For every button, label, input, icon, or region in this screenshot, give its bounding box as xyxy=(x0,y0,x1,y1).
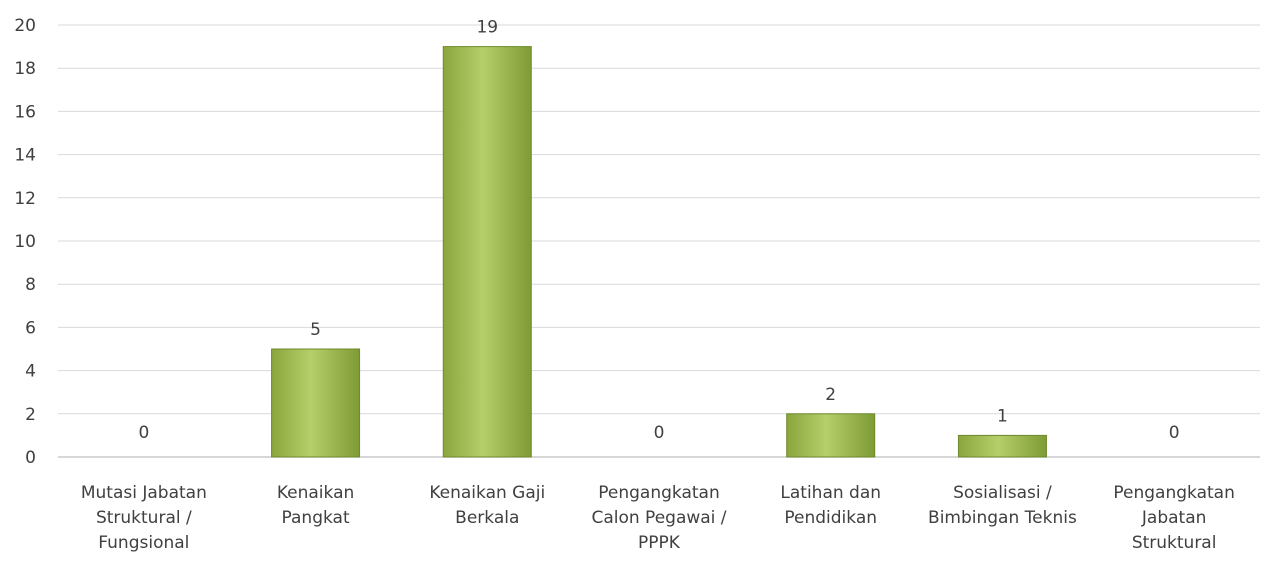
data-label: 0 xyxy=(654,423,665,443)
bar xyxy=(786,413,876,458)
x-category-label-line: Pendidikan xyxy=(784,508,877,528)
y-tick-label: 20 xyxy=(14,16,36,36)
y-axis-tick-labels: 0 2 4 6 8 10 12 14 16 18 20 xyxy=(14,16,36,468)
x-category-label: Latihan dan Pendidikan xyxy=(780,483,881,528)
y-tick-label: 18 xyxy=(14,59,36,79)
data-label: 1 xyxy=(997,406,1008,426)
x-category-label-line: Struktural xyxy=(1132,533,1217,553)
data-label: 5 xyxy=(310,320,321,340)
y-tick-label: 16 xyxy=(14,102,36,122)
bars xyxy=(271,46,1047,458)
x-category-label: Kenaikan Pangkat xyxy=(277,483,354,528)
y-tick-label: 2 xyxy=(25,405,36,425)
x-category-label: Pengangkatan Jabatan Struktural xyxy=(1113,483,1234,553)
bar xyxy=(271,348,361,458)
x-category-label-line: Kenaikan xyxy=(277,483,354,503)
x-category-label-line: Kenaikan Gaji xyxy=(429,483,545,503)
x-category-label-line: Calon Pegawai / xyxy=(591,508,726,528)
x-category-label-line: Fungsional xyxy=(98,533,189,553)
x-category-label: Mutasi Jabatan Struktural / Fungsional xyxy=(81,483,207,553)
x-category-label: Pengangkatan Calon Pegawai / PPPK xyxy=(591,483,726,553)
data-labels: 0 5 19 0 2 1 0 xyxy=(138,18,1179,443)
x-category-label-line: Struktural / xyxy=(96,508,192,528)
data-label: 19 xyxy=(476,18,498,38)
bar xyxy=(957,434,1047,458)
x-category-label-line: Jabatan xyxy=(1141,508,1207,528)
x-category-label-line: Latihan dan xyxy=(780,483,881,503)
data-label: 2 xyxy=(825,385,836,405)
x-category-label-line: Sosialisasi / xyxy=(953,483,1052,503)
x-category-label: Sosialisasi / Bimbingan Teknis xyxy=(928,483,1077,528)
y-tick-label: 8 xyxy=(25,275,36,295)
y-tick-label: 4 xyxy=(25,362,36,382)
x-category-label-line: Pengangkatan xyxy=(1113,483,1234,503)
y-tick-label: 0 xyxy=(25,448,36,468)
x-category-label-line: Mutasi Jabatan xyxy=(81,483,207,503)
y-tick-label: 6 xyxy=(25,318,36,338)
x-category-label-line: Pangkat xyxy=(282,508,350,528)
x-category-label-line: Berkala xyxy=(455,508,519,528)
x-category-label-line: PPPK xyxy=(638,533,681,553)
gridlines xyxy=(58,24,1260,458)
x-category-label: Kenaikan Gaji Berkala xyxy=(429,483,545,528)
y-tick-label: 12 xyxy=(14,189,36,209)
bar xyxy=(442,46,532,458)
category-labels: Mutasi Jabatan Struktural / Fungsional Kena… xyxy=(81,483,1235,553)
x-category-label-line: Pengangkatan xyxy=(598,483,719,503)
data-label: 0 xyxy=(138,423,149,443)
y-tick-label: 10 xyxy=(14,232,36,252)
x-category-label-line: Bimbingan Teknis xyxy=(928,508,1077,528)
y-tick-label: 14 xyxy=(14,146,36,166)
data-label: 0 xyxy=(1169,423,1180,443)
